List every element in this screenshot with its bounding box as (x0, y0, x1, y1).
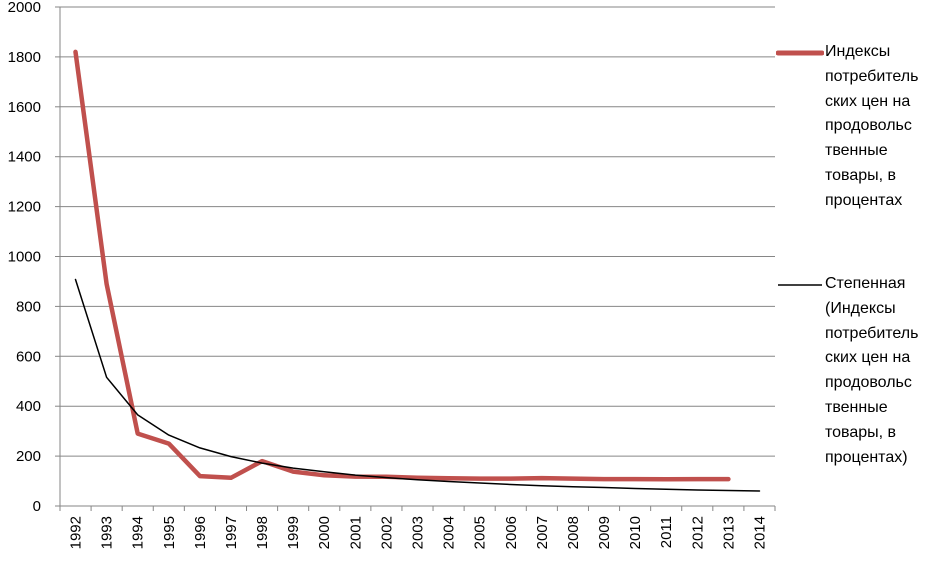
x-tick-label-2005: 2005 (472, 516, 489, 549)
legend-swatch-cpi (776, 50, 824, 56)
x-tick-label-2002: 2002 (378, 516, 395, 549)
y-tick-label-1200: 1200 (8, 199, 41, 216)
x-tick-label-1999: 1999 (285, 516, 302, 549)
y-tick-label-600: 600 (16, 348, 41, 365)
x-tick-label-2011: 2011 (658, 516, 675, 548)
legend-label-power-trend: Степенная (Индексы потребитель ских цен … (825, 275, 919, 466)
x-tick-label-2010: 2010 (627, 516, 644, 549)
y-tick-label-200: 200 (16, 448, 41, 465)
x-axis: 1992 1993 1994 1995 1996 1997 1998 1999 2000 2001… (59, 505, 776, 549)
gridlines (60, 6, 775, 457)
x-tick-label-2013: 2013 (720, 516, 737, 549)
legend-swatch-power-trend (778, 284, 822, 286)
y-tick-label-1000: 1000 (8, 249, 41, 266)
series-line-power-trend (74, 278, 761, 492)
x-tick-label-2006: 2006 (503, 516, 520, 549)
y-tick-label-2000: 2000 (8, 0, 41, 16)
x-tick-label-2012: 2012 (689, 516, 706, 549)
x-tick-label-2003: 2003 (410, 516, 427, 549)
x-tick-label-1998: 1998 (254, 516, 271, 549)
series-layer (73, 49, 761, 492)
y-tick-label-0: 0 (33, 498, 41, 515)
y-tick-label-1600: 1600 (8, 99, 41, 116)
x-tick-label-1995: 1995 (161, 516, 178, 549)
x-tick-label-2009: 2009 (596, 516, 613, 549)
x-tick-label-1997: 1997 (223, 516, 240, 549)
x-tick-label-2000: 2000 (316, 516, 333, 549)
x-tick-label-2008: 2008 (565, 516, 582, 549)
series-line-cpi (73, 49, 731, 482)
y-tick-label-800: 800 (16, 298, 41, 315)
y-axis: 0 200 400 600 800 1000 1200 1400 1600 1800 2000 (8, 0, 61, 515)
y-tick-label-1800: 1800 (8, 49, 41, 66)
y-tick-label-400: 400 (16, 398, 41, 415)
x-tick-label-2007: 2007 (534, 516, 551, 549)
x-tick-label-1992: 1992 (68, 516, 85, 549)
x-tick-label-2004: 2004 (441, 516, 458, 549)
x-tick-label-1996: 1996 (192, 516, 209, 549)
x-tick-label-2001: 2001 (347, 516, 364, 549)
legend-label-cpi: Индексы потребитель ских цен на продовол… (825, 43, 919, 209)
y-tick-label-1400: 1400 (8, 149, 41, 166)
x-tick-label-1993: 1993 (99, 516, 116, 549)
x-tick-label-2014: 2014 (751, 516, 768, 549)
x-tick-label-1994: 1994 (130, 516, 147, 549)
